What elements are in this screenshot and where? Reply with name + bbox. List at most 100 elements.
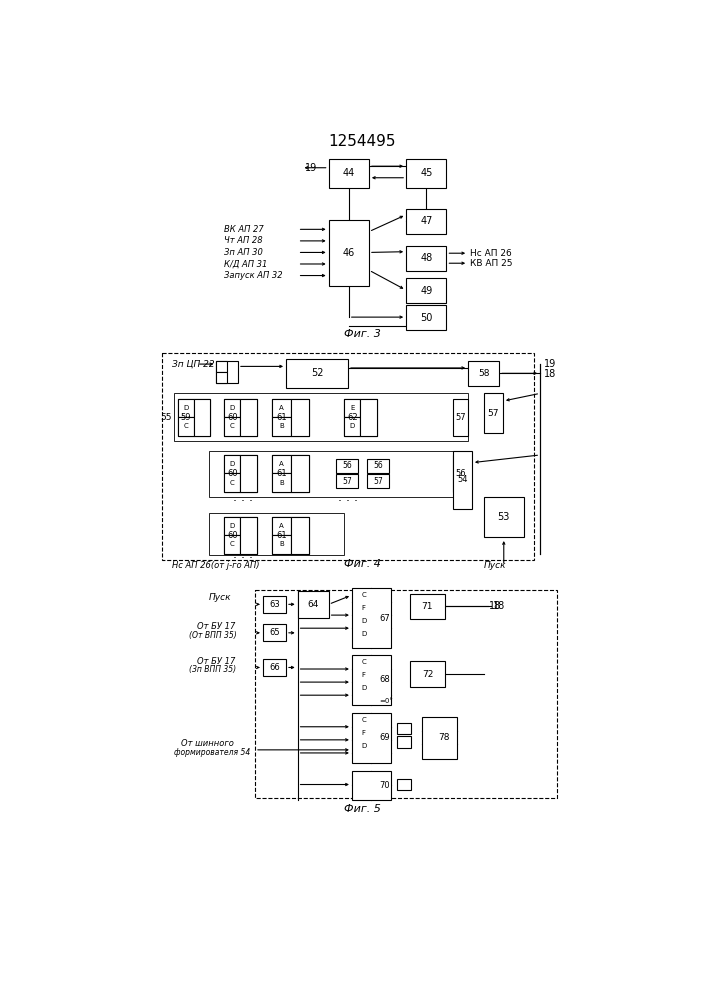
- Text: Зп ЦП 22: Зп ЦП 22: [172, 360, 215, 369]
- Bar: [177, 399, 194, 417]
- Text: F: F: [361, 672, 366, 678]
- Text: D: D: [361, 743, 366, 749]
- Text: 1254495: 1254495: [328, 134, 396, 149]
- Bar: [484, 393, 503, 433]
- Text: 53: 53: [498, 512, 510, 522]
- Bar: [224, 417, 240, 436]
- Text: 68: 68: [379, 675, 390, 684]
- Text: 69: 69: [379, 733, 390, 742]
- Text: От шинного: От шинного: [182, 739, 234, 748]
- Text: Зп АП 30: Зп АП 30: [224, 248, 263, 257]
- Text: Фиг. 4: Фиг. 4: [344, 559, 380, 569]
- Bar: [291, 517, 309, 554]
- Bar: [361, 399, 377, 436]
- Bar: [224, 473, 240, 492]
- Text: Фиг. 3: Фиг. 3: [344, 329, 380, 339]
- Text: 60: 60: [227, 469, 238, 478]
- Bar: [224, 535, 240, 554]
- Text: B: B: [279, 423, 284, 429]
- Text: D: D: [230, 523, 235, 529]
- Text: A: A: [279, 523, 284, 529]
- Bar: [344, 399, 377, 436]
- Text: формирователя 54: формирователя 54: [174, 748, 250, 757]
- Text: Чт АП 28: Чт АП 28: [224, 236, 262, 245]
- Bar: [216, 361, 227, 372]
- Text: D: D: [230, 405, 235, 411]
- Text: 46: 46: [343, 248, 355, 258]
- Bar: [286, 359, 348, 388]
- Text: 52: 52: [311, 368, 323, 378]
- Text: C: C: [183, 423, 188, 429]
- Bar: [406, 209, 446, 234]
- Text: · · ·: · · ·: [233, 552, 253, 565]
- Bar: [240, 517, 257, 554]
- Text: C: C: [361, 592, 366, 598]
- Bar: [352, 713, 391, 763]
- Bar: [352, 588, 391, 648]
- Text: Нс АП 26(от j-го АП): Нс АП 26(от j-го АП): [172, 561, 259, 570]
- Bar: [263, 659, 286, 676]
- Bar: [240, 455, 257, 492]
- Text: 19: 19: [305, 163, 317, 173]
- Bar: [272, 417, 291, 436]
- Text: 57: 57: [488, 409, 499, 418]
- Bar: [406, 158, 446, 188]
- Bar: [410, 661, 445, 687]
- Text: Пуск: Пуск: [484, 561, 506, 570]
- Text: D: D: [350, 423, 355, 429]
- Bar: [329, 220, 369, 286]
- Text: 45: 45: [420, 168, 433, 178]
- Bar: [263, 624, 286, 641]
- Text: D: D: [361, 618, 366, 624]
- Bar: [337, 474, 358, 488]
- Bar: [162, 353, 534, 560]
- Text: 61: 61: [276, 413, 286, 422]
- Bar: [337, 459, 358, 473]
- Text: D: D: [230, 461, 235, 467]
- Text: 58: 58: [478, 369, 489, 378]
- Bar: [177, 399, 210, 436]
- Text: A: A: [279, 461, 284, 467]
- Text: 60: 60: [227, 413, 238, 422]
- Text: D: D: [361, 685, 366, 691]
- Bar: [224, 399, 240, 417]
- Bar: [452, 399, 468, 436]
- Text: 57: 57: [455, 413, 466, 422]
- Text: 55: 55: [160, 413, 172, 422]
- Bar: [329, 158, 369, 188]
- Bar: [421, 717, 457, 759]
- Bar: [272, 455, 309, 492]
- Bar: [272, 473, 291, 492]
- Bar: [368, 459, 389, 473]
- Text: 72: 72: [422, 670, 433, 679]
- Text: ВК АП 27: ВК АП 27: [224, 225, 264, 234]
- Text: Фиг. 5: Фиг. 5: [344, 804, 380, 814]
- Text: 71: 71: [421, 602, 433, 611]
- Text: 64: 64: [308, 600, 319, 609]
- Bar: [272, 399, 309, 436]
- Text: C: C: [230, 423, 235, 429]
- Text: 67: 67: [379, 614, 390, 623]
- Text: 47: 47: [420, 216, 433, 226]
- Bar: [452, 455, 468, 492]
- Bar: [484, 497, 524, 537]
- Text: Пуск: Пуск: [209, 593, 231, 602]
- Bar: [352, 655, 391, 705]
- Text: E: E: [350, 405, 354, 411]
- Bar: [177, 417, 194, 436]
- Bar: [291, 455, 309, 492]
- Bar: [406, 305, 446, 330]
- Bar: [224, 517, 240, 535]
- Text: КВ АП 25: КВ АП 25: [469, 259, 512, 268]
- Text: 54: 54: [457, 475, 467, 484]
- Bar: [174, 393, 468, 441]
- Bar: [272, 517, 309, 554]
- Text: 57: 57: [373, 477, 383, 486]
- Bar: [406, 246, 446, 271]
- Bar: [397, 779, 411, 790]
- Bar: [406, 278, 446, 303]
- Text: От БУ 17: От БУ 17: [197, 622, 235, 631]
- Bar: [410, 594, 445, 619]
- Text: C: C: [361, 717, 366, 723]
- Bar: [272, 455, 291, 473]
